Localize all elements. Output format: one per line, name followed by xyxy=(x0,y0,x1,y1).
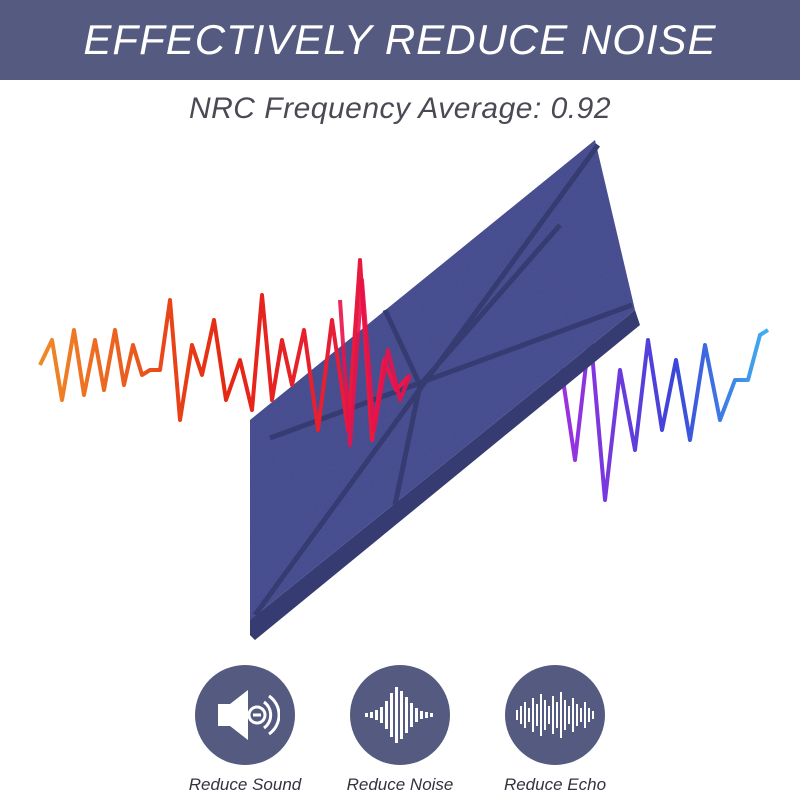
nrc-subtitle: NRC Frequency Average: 0.92 xyxy=(188,92,612,125)
feature-circle xyxy=(350,665,450,765)
feature-label: Reduce Echo xyxy=(503,775,607,794)
feature-circle xyxy=(505,665,605,765)
panel-edge xyxy=(250,310,640,640)
feature-label: Reduce Noise xyxy=(346,775,454,794)
header-title: EFFECTIVELY REDUCE NOISE xyxy=(83,16,717,63)
feature-reduce-sound: Reduce Sound xyxy=(155,665,335,795)
speaker-icon xyxy=(218,690,280,740)
audio-spectrum-icon xyxy=(516,692,594,738)
sound-wave-icon xyxy=(365,687,433,743)
feature-circle xyxy=(195,665,295,765)
feature-reduce-noise: Reduce Noise xyxy=(310,665,490,795)
feature-reduce-echo: Reduce Echo xyxy=(465,665,645,795)
feature-label: Reduce Sound xyxy=(188,775,302,794)
feature-row: Reduce Sound xyxy=(0,665,800,800)
acoustic-panel xyxy=(250,140,635,620)
sound-wave-center xyxy=(338,278,412,447)
header-banner: EFFECTIVELY REDUCE NOISE xyxy=(0,0,800,80)
sound-wave-left xyxy=(38,258,412,442)
sound-wave-right xyxy=(558,328,770,502)
panel-grooves xyxy=(252,143,633,617)
